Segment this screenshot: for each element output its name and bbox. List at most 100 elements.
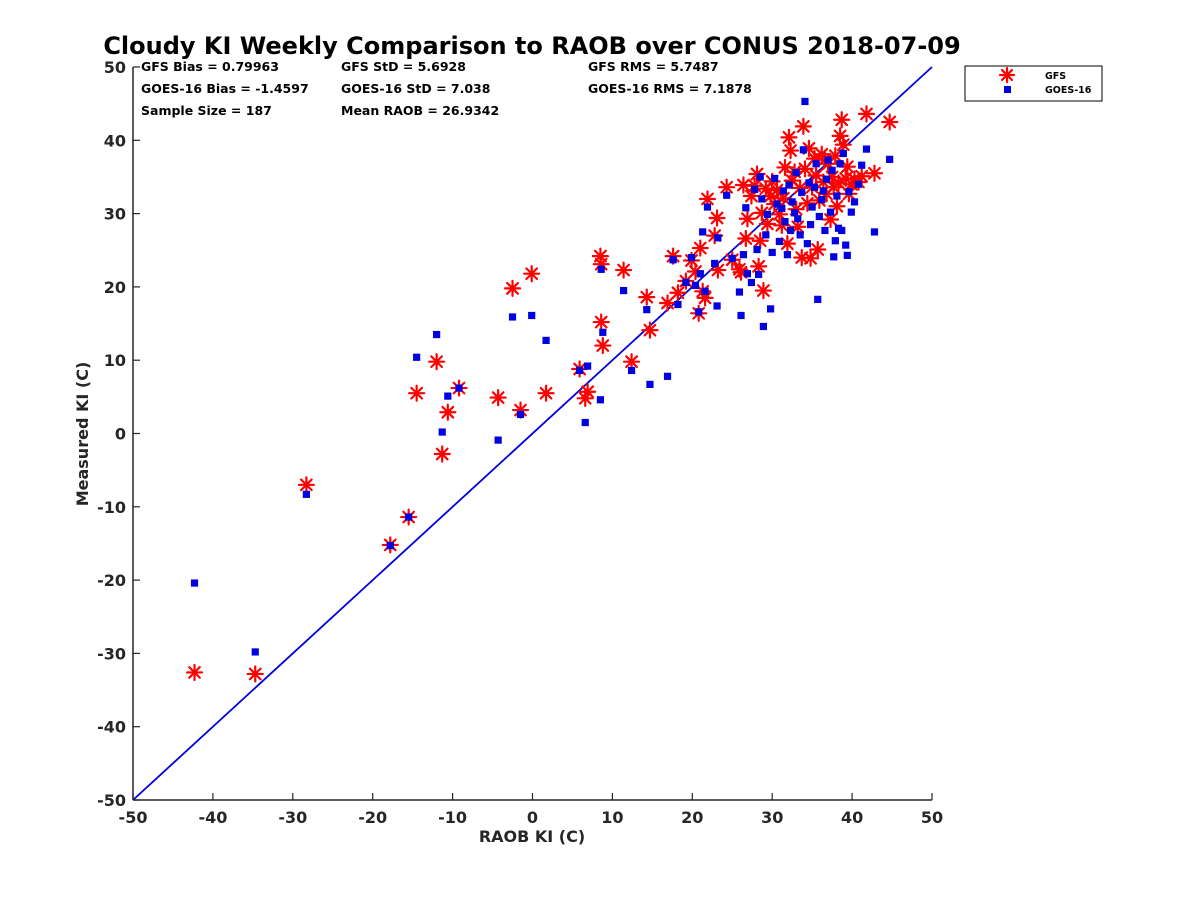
gfs-point-stroke <box>791 220 805 234</box>
legend-goes-16-marker <box>1004 86 1011 93</box>
gfs-point <box>833 111 851 129</box>
gfs-point-stroke <box>840 160 854 174</box>
goes-16-point <box>762 231 770 239</box>
gfs-point-stroke <box>828 149 842 163</box>
goes-16-point <box>747 278 756 287</box>
goes-16-point <box>516 410 525 419</box>
gfs-point-stroke <box>761 217 774 231</box>
y-tick-label: -30 <box>97 644 126 663</box>
goes-16-point <box>822 175 831 183</box>
gfs-point-stroke <box>737 178 750 192</box>
goes-16-point <box>251 648 259 656</box>
goes-16-point <box>775 237 783 246</box>
goes-16-point <box>783 251 791 259</box>
goes-16-point <box>779 187 787 195</box>
gfs-point <box>503 279 522 297</box>
goes-16-point <box>810 183 819 191</box>
goes-16-point <box>803 240 811 248</box>
y-tick-label: 10 <box>104 351 126 370</box>
goes-16-point <box>663 372 672 380</box>
gfs-point-stroke <box>855 169 869 183</box>
gfs-point-stroke <box>757 284 770 297</box>
gfs-point <box>865 164 884 182</box>
goes-16-point <box>643 306 651 314</box>
gfs-point-stroke <box>625 355 638 369</box>
goes-16-point <box>695 308 703 316</box>
gfs-point <box>669 284 687 302</box>
gfs-point <box>758 215 777 233</box>
y-tick-label: -20 <box>97 571 126 590</box>
gfs-point-stroke <box>800 196 814 210</box>
gfs-point <box>828 197 846 215</box>
x-tick-label: -40 <box>198 808 227 827</box>
goes-16-point <box>801 97 809 106</box>
gfs-point-stroke <box>824 213 837 226</box>
goes-16-point <box>833 192 841 200</box>
gfs-point <box>537 384 555 402</box>
gfs-point-stroke <box>836 138 850 152</box>
goes-16-point <box>819 187 827 195</box>
goes-16-point <box>696 270 704 278</box>
goes-16-point <box>767 305 775 313</box>
goes-16-point <box>597 265 605 273</box>
goes-16-point <box>728 254 736 262</box>
gfs-point <box>781 141 800 160</box>
gfs-point-stroke <box>435 447 449 461</box>
goes-16-point <box>711 259 719 268</box>
goes-16-point <box>821 226 829 235</box>
gfs-point-stroke <box>734 265 748 279</box>
gfs-point-stroke <box>755 206 769 220</box>
gfs-point-stroke <box>809 169 823 182</box>
x-tick-label: -30 <box>278 808 307 827</box>
goes-16-point <box>599 328 607 336</box>
gfs-point <box>801 249 820 267</box>
gfs-point-stroke <box>883 115 897 129</box>
gfs-point-stroke <box>441 405 455 419</box>
gfs-point-stroke <box>661 296 674 310</box>
goes-16-point <box>753 245 761 254</box>
gfs-point-stroke <box>868 166 881 180</box>
goes-16-point <box>190 579 199 587</box>
goes-16-point <box>799 146 807 154</box>
goes-16-point <box>723 191 731 199</box>
gfs-point-stroke <box>617 263 630 277</box>
y-tick-label: -50 <box>97 791 126 810</box>
goes-16-point <box>682 278 690 287</box>
legend-goes-16-label: GOES-16 <box>1045 85 1092 96</box>
goes-16-point <box>438 428 446 436</box>
goes-16-point <box>839 149 847 158</box>
gfs-point-stroke <box>578 391 592 405</box>
goes-16-bias-stat: GOES-16 Bias = -1.4597 <box>141 81 309 96</box>
gfs-point-stroke <box>491 391 505 404</box>
goes-16-point <box>870 228 879 236</box>
gfs-point-stroke <box>410 386 424 400</box>
gfs-point-stroke <box>770 183 784 197</box>
gfs-point-stroke <box>778 161 792 174</box>
gfs-point-stroke <box>430 355 444 369</box>
gfs-point-stroke <box>793 181 807 195</box>
goes-16-point <box>584 362 592 370</box>
legend-gfs-marker <box>998 66 1016 84</box>
gfs-point-stroke <box>640 290 654 304</box>
gfs-point-stroke <box>701 192 714 206</box>
goes-16-point <box>669 256 677 264</box>
goes-16-point <box>701 287 709 295</box>
stats-block: GFS Bias = 0.79963 GFS StD = 5.6928 GFS … <box>141 59 752 118</box>
goes-16-point <box>699 228 707 236</box>
gfs-point-stroke <box>835 113 849 127</box>
goes-16-point <box>773 200 781 208</box>
goes-16-point <box>713 302 721 310</box>
gfs-point-stroke <box>720 180 734 194</box>
gfs-point-stroke <box>739 232 753 245</box>
goes-16-point <box>433 330 441 339</box>
goes-16-point <box>812 160 820 168</box>
gfs-point-stroke <box>671 286 685 300</box>
goes-16-point <box>836 160 844 168</box>
gfs-point-stroke <box>248 667 262 681</box>
goes-16-point <box>781 218 789 226</box>
chart-title: Cloudy KI Weekly Comparison to RAOB over… <box>103 32 960 60</box>
goes-16-point <box>735 288 744 296</box>
gfs-point-stroke <box>711 263 725 277</box>
goes-16-point <box>798 188 806 196</box>
gfs-point <box>641 321 659 339</box>
